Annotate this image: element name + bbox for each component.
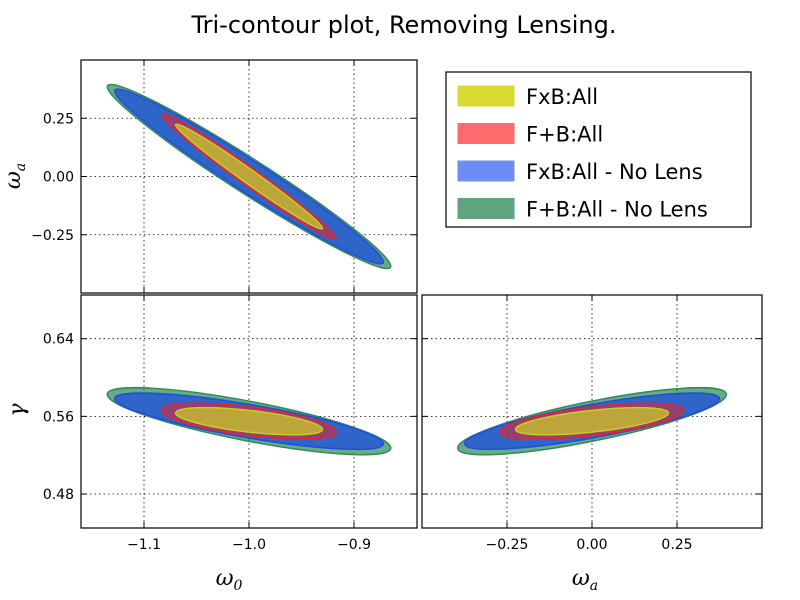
chart-title: Tri-contour plot, Removing Lensing. <box>190 11 616 39</box>
panel-w0-gamma: −1.1 −1.0 −0.9 0.48 0.56 0.64 <box>43 294 418 553</box>
legend-swatch-2 <box>457 160 515 182</box>
y-tick-label-w0-wa-0: −0.25 <box>31 228 74 244</box>
legend-label-1: F+B:All <box>526 123 603 147</box>
x-axis-label-w0: ω0 <box>216 566 243 594</box>
legend-swatch-0 <box>457 85 515 107</box>
contour-wa-gamma-series-3 <box>514 406 670 436</box>
x-tick-label-w0-gamma-2: −0.9 <box>337 537 371 553</box>
y-axis-label-wa: ωa <box>1 163 29 189</box>
x-tick-label-wa-gamma-1: 0.00 <box>576 537 607 553</box>
contour-w0-wa-series-3 <box>174 123 324 230</box>
y-tick-label-w0-gamma-0: 0.48 <box>43 487 74 503</box>
panel-w0-wa: −0.25 0.00 0.25 <box>31 59 418 294</box>
legend-swatch-1 <box>457 123 515 144</box>
legend-label-3: F+B:All - No Lens <box>526 198 708 222</box>
x-tick-label-w0-gamma-0: −1.1 <box>127 537 161 553</box>
legend-label-2: FxB:All - No Lens <box>526 160 703 184</box>
x-tick-label-w0-gamma-1: −1.0 <box>232 537 266 553</box>
y-axis-label-gamma: γ <box>5 403 30 417</box>
y-tick-label-w0-wa-2: 0.25 <box>43 111 74 127</box>
panel-wa-gamma: −0.25 0.00 0.25 <box>421 294 763 553</box>
x-tick-label-wa-gamma-0: −0.25 <box>486 537 529 553</box>
contour-w0-gamma-series-3 <box>174 406 324 436</box>
legend: FxB:All F+B:All FxB:All - No Lens F+B:All -… <box>445 71 752 228</box>
y-tick-label-w0-gamma-2: 0.64 <box>43 332 74 348</box>
legend-label-0: FxB:All <box>526 85 598 109</box>
y-tick-label-w0-wa-1: 0.00 <box>43 170 74 186</box>
x-axis-label-wa: ωa <box>572 566 598 594</box>
y-tick-label-w0-gamma-1: 0.56 <box>43 409 74 425</box>
x-tick-label-wa-gamma-2: 0.25 <box>661 537 692 553</box>
legend-swatch-3 <box>457 198 515 219</box>
